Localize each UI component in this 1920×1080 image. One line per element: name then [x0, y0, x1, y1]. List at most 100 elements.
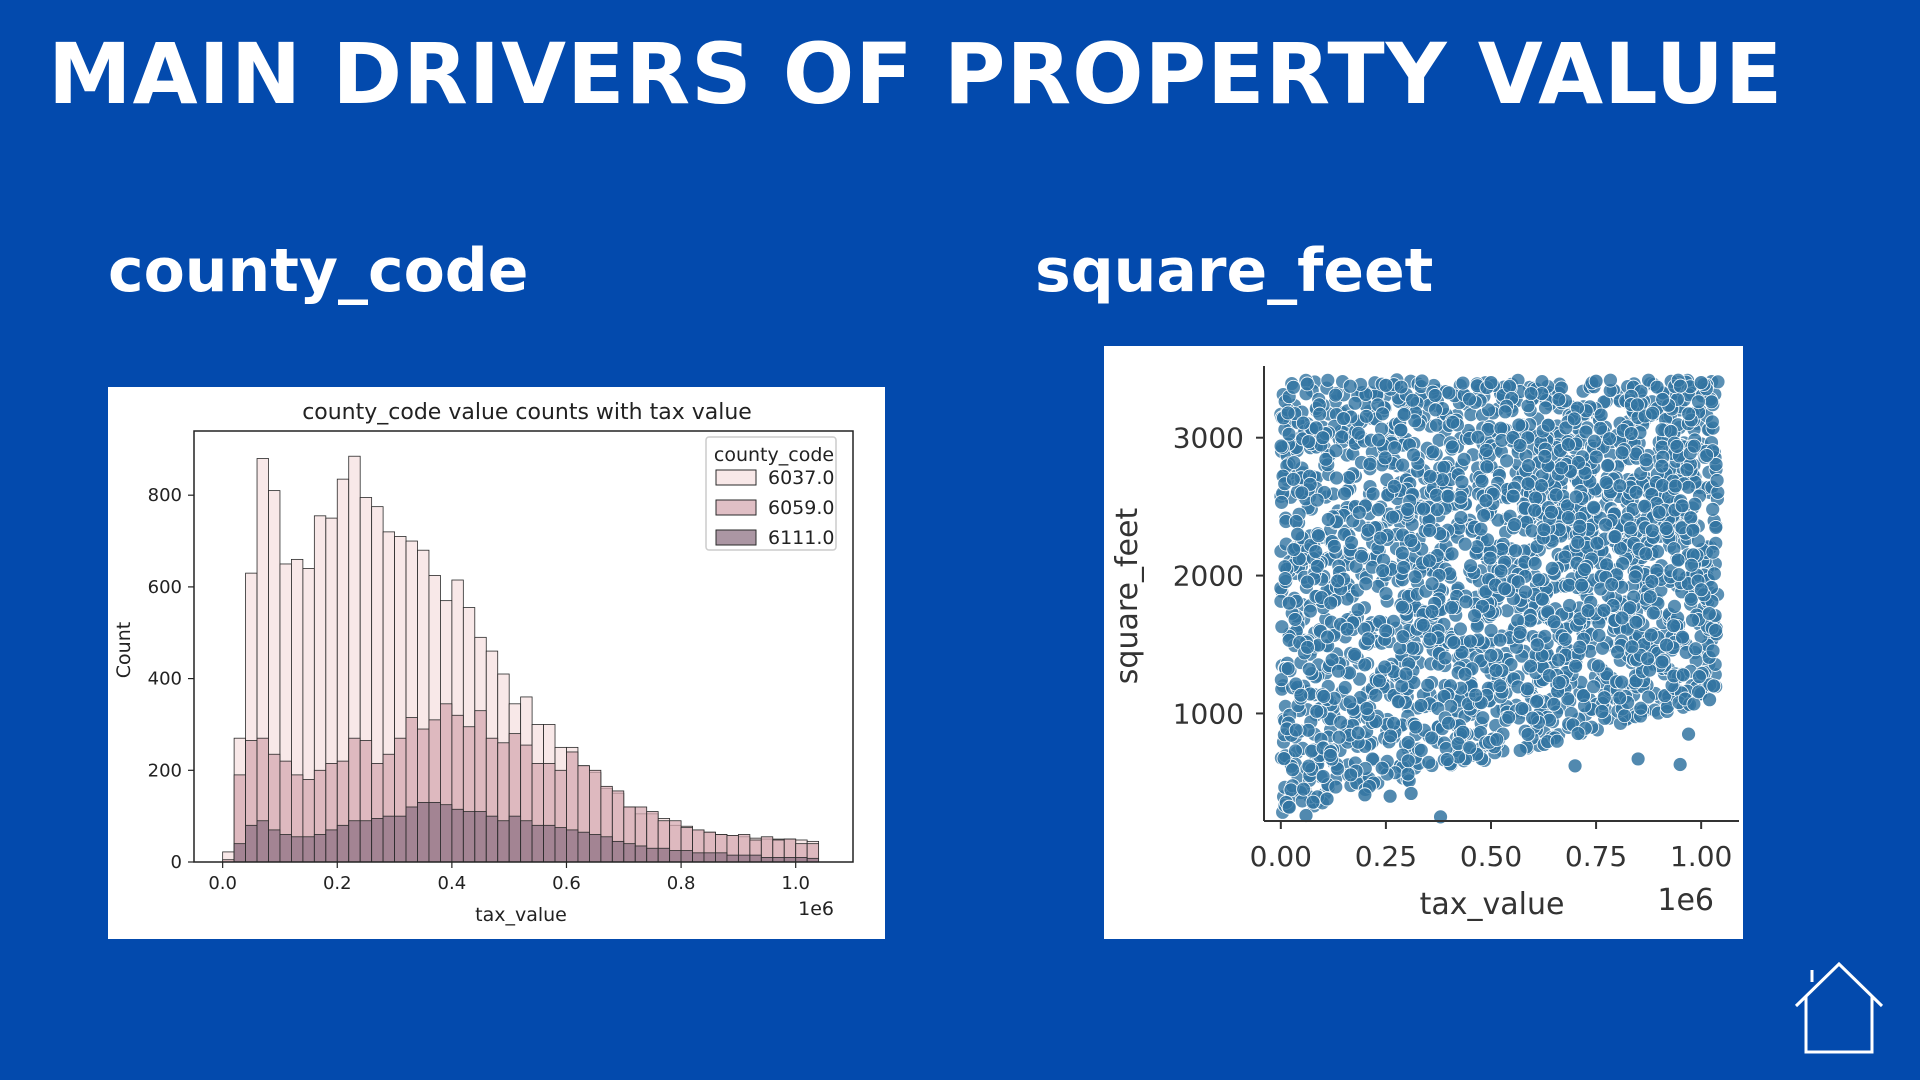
scatter-point — [1576, 688, 1591, 704]
scatter-point — [1483, 375, 1499, 390]
scatter-point — [1681, 406, 1697, 422]
scatter-point — [1375, 563, 1391, 579]
scatter-point — [1598, 517, 1614, 533]
scatter-point — [1645, 405, 1660, 421]
y-tick-label: 600 — [148, 577, 182, 598]
scatter-point — [1702, 692, 1717, 708]
scatter-point — [1644, 574, 1660, 589]
scatter-point — [1457, 536, 1473, 552]
scatter-point — [1600, 458, 1616, 474]
scatter-point — [1628, 484, 1644, 500]
scatter-point — [1444, 546, 1460, 562]
histogram-y-axis-label: Count — [113, 622, 135, 678]
scatter-point — [1630, 751, 1646, 767]
scatter-point — [1568, 489, 1584, 505]
histogram-bar — [600, 836, 613, 863]
histogram-bar — [715, 852, 728, 863]
scatter-point — [1481, 402, 1496, 418]
scatter-point — [1511, 417, 1527, 433]
scatter-point — [1326, 538, 1342, 554]
scatter-point — [1594, 704, 1610, 719]
scatter-point — [1328, 387, 1343, 403]
scatter-point — [1534, 478, 1549, 494]
histogram-axes: 0.0 0.2 0.4 0.6 0.8 1.0 0 200 400 600 800 — [148, 430, 854, 894]
scatter-point — [1462, 391, 1477, 407]
scatter-point — [1440, 488, 1456, 504]
histogram-bar — [611, 840, 625, 863]
scatter-point — [1296, 781, 1311, 797]
histogram-bar — [554, 827, 567, 863]
home-icon[interactable] — [1790, 958, 1888, 1056]
scatter-point — [1405, 640, 1421, 656]
scatter-point — [1347, 395, 1363, 411]
scatter-point — [1350, 425, 1366, 441]
scatter-point — [1614, 674, 1630, 690]
scatter-point — [1301, 758, 1317, 774]
scatter-point — [1482, 550, 1498, 566]
histogram-x-axis-label: tax_value — [475, 904, 567, 926]
x-tick-label: 0.2 — [323, 873, 352, 894]
scatter-point — [1649, 379, 1665, 395]
scatter-point — [1617, 708, 1632, 724]
scatter-point — [1654, 458, 1670, 474]
scatter-point — [1453, 510, 1469, 525]
scatter-point — [1336, 411, 1351, 426]
scatter-point — [1274, 494, 1289, 510]
scatter-point — [1685, 522, 1701, 538]
scatter-point — [1705, 643, 1721, 659]
scatter-point — [1467, 608, 1482, 624]
scatter-point — [1357, 657, 1373, 673]
scatter-point — [1342, 378, 1358, 394]
scatter-point — [1413, 742, 1429, 758]
scatter-point — [1561, 577, 1577, 593]
scatter-point — [1658, 521, 1674, 536]
scatter-point — [1623, 426, 1639, 441]
scatter-point — [1551, 392, 1567, 407]
scatter-point — [1458, 594, 1474, 610]
scatter-point — [1692, 669, 1707, 685]
scatter-point — [1445, 414, 1461, 430]
scatter-point — [1510, 613, 1526, 628]
scatter-point — [1323, 595, 1339, 611]
scatter-point — [1456, 452, 1472, 467]
scatter-point — [1580, 603, 1596, 619]
scatter-point — [1362, 456, 1378, 472]
scatter-point — [1570, 534, 1586, 550]
legend-label: 6037.0 — [768, 467, 834, 489]
scatter-point — [1551, 675, 1567, 690]
scatter-point — [1439, 752, 1455, 767]
scatter-point — [1514, 701, 1530, 717]
scatter-point — [1627, 569, 1643, 585]
scatter-point — [1596, 690, 1612, 706]
scatter-point — [1560, 691, 1576, 707]
histogram-bar — [302, 836, 315, 863]
scatter-point — [1290, 526, 1306, 542]
scatter-point-cloud — [1273, 372, 1726, 820]
histogram-bar — [291, 836, 304, 863]
scatter-point — [1320, 512, 1336, 527]
y-tick-label: 2000 — [1173, 560, 1244, 593]
scatter-point — [1643, 627, 1659, 643]
scatter-point — [1570, 726, 1586, 741]
scatter-point — [1612, 690, 1628, 706]
scatter-point — [1493, 563, 1509, 579]
scatter-point — [1675, 667, 1691, 683]
scatter-point — [1288, 722, 1304, 738]
scatter-point — [1295, 415, 1311, 431]
scatter-point — [1360, 631, 1376, 647]
histogram-bar — [405, 806, 418, 863]
scatter-point — [1385, 509, 1401, 525]
histogram-bar — [623, 843, 636, 863]
scatter-point — [1453, 621, 1468, 637]
slide-title: MAIN DRIVERS OF PROPERTY VALUE — [48, 25, 1784, 123]
scatter-point — [1305, 794, 1321, 810]
scatter-point — [1360, 522, 1376, 538]
scatter-point — [1390, 694, 1406, 710]
scatter-point — [1375, 406, 1390, 422]
scatter-point — [1315, 430, 1331, 446]
scatter-point — [1686, 438, 1702, 454]
scatter-point — [1428, 402, 1443, 418]
scatter-point — [1522, 613, 1538, 629]
scatter-point — [1596, 602, 1612, 618]
scatter-point — [1566, 411, 1582, 427]
